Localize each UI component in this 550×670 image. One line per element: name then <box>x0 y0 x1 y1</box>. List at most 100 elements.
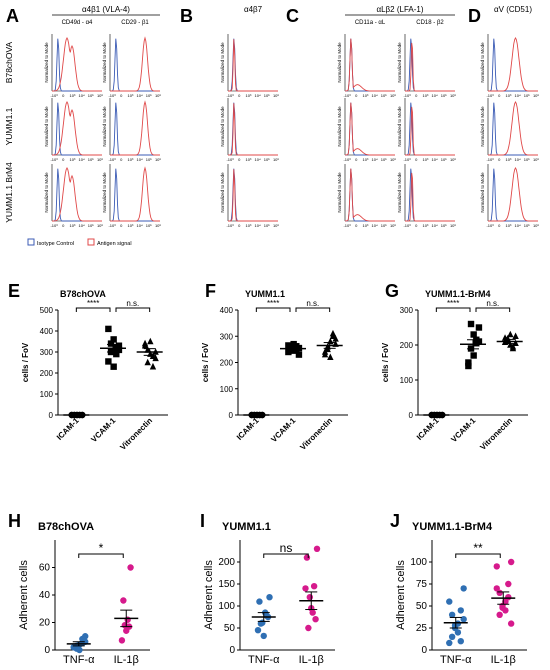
tick-label: 0 <box>355 93 358 98</box>
sig-label: n.s. <box>126 299 139 308</box>
data-point <box>505 594 512 601</box>
tick-label: 0 <box>355 157 358 162</box>
tick-label: 10³ <box>363 157 369 162</box>
tick-label: 0 <box>498 223 501 228</box>
y-axis-label: Normalized to Mode <box>480 42 485 83</box>
antigen-curve <box>405 106 455 156</box>
tick-label: 10³ <box>70 223 76 228</box>
tick-label: -10³ <box>403 223 411 228</box>
tick-label: 10³ <box>128 223 134 228</box>
panel-title: αLβ2 (LFA-1) <box>376 5 423 14</box>
sig-bracket <box>75 307 111 312</box>
tick-label: 0 <box>238 223 241 228</box>
tick-label: 10⁴ <box>515 157 521 162</box>
row-label: YUMM1.1 BrM4 <box>4 162 14 223</box>
y-axis-label: Normalized to Mode <box>397 172 402 213</box>
tick-label: -10³ <box>343 223 351 228</box>
tick-label: 10⁶ <box>533 93 539 98</box>
tick-label: -10³ <box>486 157 494 162</box>
sig-label: **** <box>267 299 279 308</box>
y-tick-label: 200 <box>218 557 235 568</box>
sig-bracket <box>295 307 331 312</box>
y-tick-label: 0 <box>421 645 427 656</box>
y-axis-label: Normalized to Mode <box>480 172 485 213</box>
tick-label: 10⁴ <box>372 223 378 228</box>
y-tick-label: 400 <box>220 306 234 315</box>
marker-subtitle: CD11a - αL <box>355 20 386 26</box>
tick-label: 0 <box>238 157 241 162</box>
antigen-curve <box>228 169 278 222</box>
y-tick-label: 0 <box>229 645 235 656</box>
y-tick-label: 200 <box>40 369 54 378</box>
y-tick-label: 60 <box>39 563 51 574</box>
data-point <box>475 338 483 345</box>
tick-label: 10⁶ <box>155 223 161 228</box>
chart-E: E B78chOVA 0 100 200 300 400 500 cells / FoV ICAM… <box>8 281 168 452</box>
y-tick-label: 400 <box>40 327 54 336</box>
flow-histogram: Normalized to Mode -10³ 0 10³ 10⁴ 10⁵ 10⁶ <box>220 98 279 162</box>
flow-histogram: Normalized to Mode -10³ 0 10³ 10⁴ 10⁵ 10⁶ <box>102 34 161 98</box>
data-point <box>152 354 159 362</box>
data-point <box>467 320 475 328</box>
data-point <box>312 616 319 623</box>
panel-letter: J <box>390 511 400 531</box>
panel-letter-A: A <box>6 6 19 26</box>
data-point <box>507 341 514 348</box>
data-point <box>107 340 115 347</box>
tick-label: 10⁵ <box>264 157 270 162</box>
data-point <box>266 594 273 601</box>
sig-bracket <box>78 553 124 558</box>
marker-subtitle: CD29 - β1 <box>121 20 149 26</box>
chart-title: B78chOVA <box>60 289 106 299</box>
row-label: B78chOVA <box>4 41 14 83</box>
y-axis-label: Normalized to Mode <box>44 42 49 83</box>
sig-label: ns <box>280 541 293 555</box>
tick-label: 0 <box>498 93 501 98</box>
tick-label: 10⁶ <box>97 93 103 98</box>
data-point <box>118 637 126 644</box>
tick-label: 10⁶ <box>450 223 456 228</box>
sig-bracket <box>435 307 471 312</box>
y-axis-label: cells / FoV <box>381 342 390 382</box>
isotype-curve <box>110 102 160 156</box>
tick-label: 10⁴ <box>137 157 143 162</box>
x-tick-label: IL-1β <box>114 654 139 666</box>
data-point <box>505 580 512 588</box>
tick-label: 10⁵ <box>524 93 530 98</box>
data-point <box>460 616 467 623</box>
y-axis-label: Adherent cells <box>395 560 407 630</box>
tick-label: -10³ <box>226 223 234 228</box>
data-point <box>475 324 483 331</box>
tick-label: 10⁶ <box>273 223 279 228</box>
y-tick-label: 300 <box>40 348 54 357</box>
tick-label: 0 <box>238 93 241 98</box>
flow-histogram: Normalized to Mode -10³ 0 10³ 10⁴ 10⁵ 10⁶ <box>44 164 103 228</box>
x-tick-label: VCAM-1 <box>449 416 477 444</box>
y-axis-label: Normalized to Mode <box>102 172 107 213</box>
data-point <box>149 362 157 370</box>
y-tick-label: 0 <box>44 645 50 656</box>
data-point <box>327 353 334 361</box>
tick-label: -10³ <box>50 223 58 228</box>
tick-label: 10⁴ <box>255 223 261 228</box>
data-point <box>256 598 263 605</box>
tick-label: 10⁴ <box>137 223 143 228</box>
legend-swatch <box>27 238 35 246</box>
flow-histogram: Normalized to Mode -10³ 0 10³ 10⁴ 10⁵ 10⁶ <box>397 34 456 98</box>
tick-label: 0 <box>120 223 123 228</box>
tick-label: 10³ <box>128 93 134 98</box>
data-point <box>260 632 267 640</box>
y-axis-label: Normalized to Mode <box>44 172 49 213</box>
data-point <box>124 616 131 623</box>
tick-label: 10⁴ <box>79 93 85 98</box>
chart-title: YUMM1.1-BrM4 <box>412 521 493 533</box>
isotype-curve <box>52 38 102 92</box>
chart-H: H B78chOVA 0 20 40 60 Adherent cells TNF-α IL-1β… <box>8 511 150 666</box>
chart-F: F YUMM1.1 0 100 200 300 400 cells / FoV ICAM-1 VC… <box>201 281 348 452</box>
tick-label: -10³ <box>108 223 116 228</box>
tick-label: 10⁵ <box>524 157 530 162</box>
tick-label: 0 <box>498 157 501 162</box>
tick-label: 10⁶ <box>273 93 279 98</box>
data-point <box>507 330 514 338</box>
panel-letter-D: D <box>468 6 481 26</box>
